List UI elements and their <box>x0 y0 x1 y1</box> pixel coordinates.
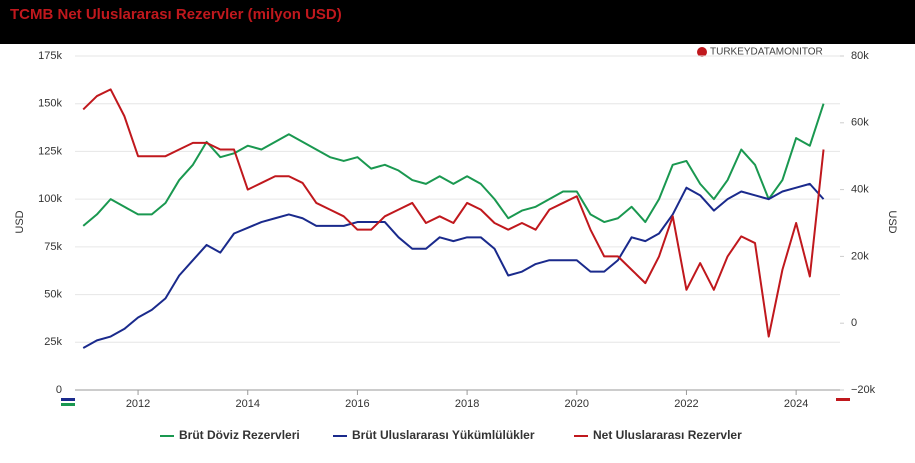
x-tick-label: 2024 <box>784 398 808 410</box>
x-tick-label: 2022 <box>674 398 698 410</box>
axis-swatch <box>61 398 75 401</box>
source-logo: TURKEYDATAMONITOR <box>710 47 823 58</box>
y-tick-label: 75k <box>44 241 62 253</box>
y2-tick-label: 80k <box>851 50 869 62</box>
y2-tick-label: −20k <box>851 384 876 396</box>
x-tick-label: 2016 <box>345 398 369 410</box>
y2-tick-label: 0 <box>851 317 857 329</box>
header-bar <box>0 0 915 44</box>
legend-label: Net Uluslararası Rezervler <box>593 428 742 442</box>
y-tick-label: 100k <box>38 193 62 205</box>
y-tick-label: 0 <box>56 384 62 396</box>
x-tick-label: 2014 <box>235 398 259 410</box>
y2-tick-label: 60k <box>851 117 869 129</box>
series-line <box>82 103 825 227</box>
logo-icon <box>697 47 707 57</box>
chart-title: TCMB Net Uluslararası Rezervler (milyon … <box>10 6 342 23</box>
y2-axis-title: USD <box>886 210 898 233</box>
y-tick-label: 150k <box>38 98 62 110</box>
series-line <box>82 182 825 349</box>
series-line <box>82 88 825 338</box>
x-tick-label: 2012 <box>126 398 150 410</box>
y-axis-title: USD <box>14 210 26 233</box>
axis-swatch <box>836 398 850 401</box>
legend-label: Brüt Döviz Rezervleri <box>179 428 300 442</box>
x-tick-label: 2020 <box>565 398 589 410</box>
y-tick-label: 125k <box>38 145 62 157</box>
y-tick-label: 175k <box>38 50 62 62</box>
y-tick-label: 25k <box>44 336 62 348</box>
y2-tick-label: 20k <box>851 250 869 262</box>
axis-swatch <box>61 403 75 406</box>
x-tick-label: 2018 <box>455 398 479 410</box>
y-tick-label: 50k <box>44 288 62 300</box>
y2-tick-label: 40k <box>851 184 869 196</box>
legend-label: Brüt Uluslararası Yükümlülükler <box>352 428 535 442</box>
